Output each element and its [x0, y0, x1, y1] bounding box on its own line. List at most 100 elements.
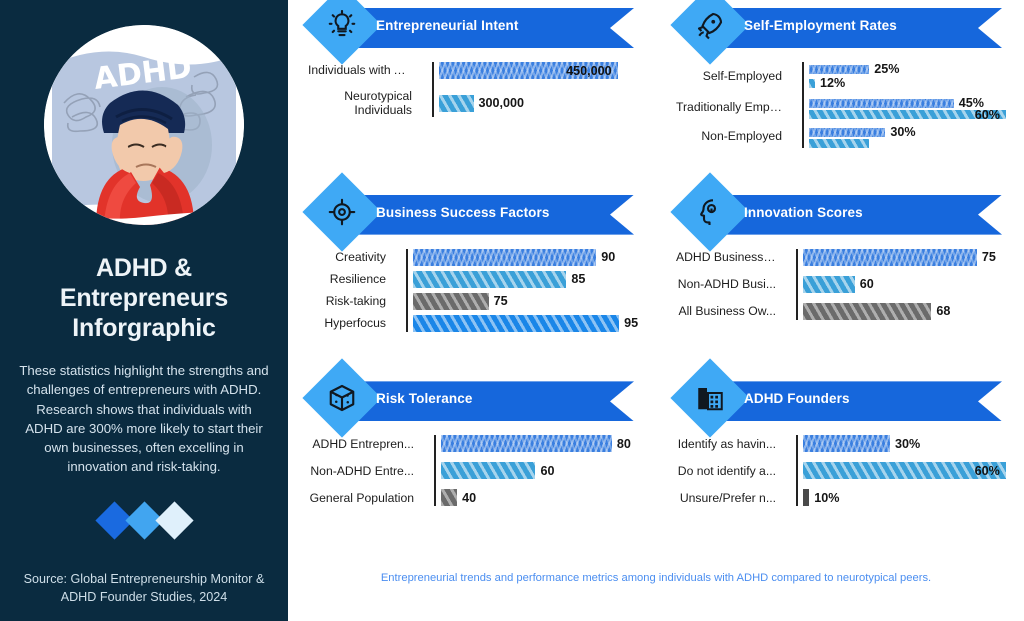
- building-icon: [694, 382, 726, 414]
- chart-row: Non-ADHD Busi... 60: [676, 275, 1010, 293]
- bar-group: 60: [803, 275, 1010, 293]
- chart-axis: [796, 248, 798, 320]
- bar: [413, 248, 597, 266]
- bar-item: 60%: [809, 108, 1010, 122]
- panel-title: Entrepreneurial Intent: [376, 18, 519, 33]
- category-label: Do not identify a...: [677, 463, 776, 478]
- bar-item: 95: [413, 314, 642, 332]
- bar-item: 12%: [809, 76, 1010, 90]
- bar-group: 75: [413, 292, 642, 310]
- charts-grid: Entrepreneurial Intent Individuals with A…: [288, 0, 1024, 560]
- bar-item: 30%: [803, 435, 1010, 453]
- chart-row: Individuals with ADHD 450,000: [308, 62, 642, 79]
- chart-row: Non-Employed 30%: [676, 125, 1010, 148]
- bar-item: 45%: [809, 96, 1010, 110]
- source-note: Source: Global Entrepreneurship Monitor …: [23, 571, 265, 605]
- panel-header-innovation-scores: Innovation Scores: [670, 172, 1010, 252]
- target-icon: [326, 196, 358, 228]
- bar: [413, 314, 620, 332]
- bar-item: 25%: [809, 62, 1010, 76]
- bar: [809, 64, 870, 74]
- bar: [439, 94, 474, 112]
- bar-group: 45% 60%: [809, 96, 1010, 122]
- category-label: Traditionally Empl...: [676, 100, 783, 115]
- charts-area: Entrepreneurial Intent Individuals with A…: [288, 0, 1024, 621]
- header-ribbon: [338, 194, 634, 235]
- chart-row: General Population 40: [308, 489, 642, 507]
- bar: [809, 139, 870, 148]
- bar-item: 60%: [803, 462, 1010, 480]
- chart-row: Non-ADHD Entre... 60: [308, 462, 642, 480]
- bar: [413, 270, 567, 288]
- bar-value-label: 95: [624, 316, 639, 331]
- category-label: Neurotypical Individuals: [344, 89, 412, 118]
- bar-group: 75: [803, 248, 1010, 266]
- bar-item: 60: [803, 275, 1010, 293]
- bar-item: 75: [803, 248, 1010, 266]
- panel-entrepreneurial-intent: Entrepreneurial Intent Individuals with A…: [288, 0, 656, 187]
- category-label: All Business Ow...: [678, 304, 776, 319]
- header-ribbon: [338, 381, 634, 422]
- dice-icon: [326, 382, 358, 414]
- panel-header-risk-tolerance: Risk Tolerance: [302, 358, 642, 438]
- category-label: Non-ADHD Busi...: [677, 277, 776, 292]
- bar-item: 80: [441, 435, 642, 453]
- bar-group: 80: [441, 435, 642, 453]
- lightbulb-icon: [326, 9, 358, 41]
- chart-adhd-founders: Identify as havin... 30% Do not identify a…: [676, 435, 1010, 507]
- bar: 60%: [803, 462, 1006, 480]
- panel-header-self-employment-rates: Self-Employment Rates: [670, 0, 1010, 65]
- diamond-decoration: [94, 501, 194, 540]
- bar-group: 95: [413, 314, 642, 332]
- bar-item: 75: [413, 292, 642, 310]
- bar-value-label: 300,000: [478, 96, 525, 111]
- diamond-3: [154, 501, 194, 540]
- header-ribbon: [706, 8, 1002, 48]
- bar-value-label: 75: [493, 294, 508, 309]
- bar-group: 60: [441, 462, 642, 480]
- bar-group: 68: [803, 302, 1010, 320]
- bar-group: 300,000: [439, 94, 642, 112]
- bar: [809, 127, 886, 137]
- bar: [803, 248, 977, 266]
- chart-axis: [406, 248, 408, 332]
- chart-entrepreneurial-intent: Individuals with ADHD 450,000 Neurotypical…: [308, 62, 642, 118]
- category-label: Identify as havin...: [677, 436, 776, 451]
- bar: [803, 435, 890, 453]
- bar-group: 90: [413, 248, 642, 266]
- panel-business-success-factors: Business Success Factors Creativity 90 Resi…: [288, 172, 656, 374]
- chart-row: Risk-taking 75: [308, 292, 642, 310]
- bar-value-label: 25%: [874, 62, 900, 76]
- bar-item: 90: [413, 248, 642, 266]
- chart-axis: [796, 435, 798, 507]
- bar-item: 68: [803, 302, 1010, 320]
- bar-item: 40: [441, 489, 642, 507]
- chart-axis: [434, 435, 436, 507]
- category-label: Risk-taking: [325, 294, 386, 309]
- bar-value-label: 60%: [974, 463, 1000, 478]
- rocket-icon: [694, 9, 726, 41]
- category-label: Individuals with ADHD: [308, 63, 419, 78]
- panel-title: Business Success Factors: [376, 204, 550, 220]
- chart-axis: [432, 62, 434, 118]
- header-ribbon: [706, 194, 1002, 235]
- bar-value-label: 40: [462, 490, 477, 505]
- bar-value-label: 450,000: [566, 63, 612, 78]
- chart-row: Resilience 85: [308, 270, 642, 288]
- bar: [441, 435, 612, 453]
- category-label: ADHD Business ...: [676, 250, 777, 265]
- bar-group: 10%: [803, 489, 1010, 507]
- bar-value-label: 75: [981, 250, 996, 265]
- bar-value-label: 60: [540, 463, 555, 478]
- bar-value-label: 30%: [894, 436, 921, 451]
- category-label: Creativity: [335, 250, 386, 265]
- bar-group: 60%: [803, 462, 1010, 480]
- category-label: Resilience: [329, 272, 386, 287]
- chart-row: All Business Ow... 68: [676, 302, 1010, 320]
- bar-value-label: 90: [601, 250, 616, 265]
- bar: [413, 292, 489, 310]
- category-label: Non-ADHD Entre...: [310, 463, 414, 478]
- bar-item: [809, 139, 1010, 148]
- bar-item: 30%: [809, 125, 1010, 139]
